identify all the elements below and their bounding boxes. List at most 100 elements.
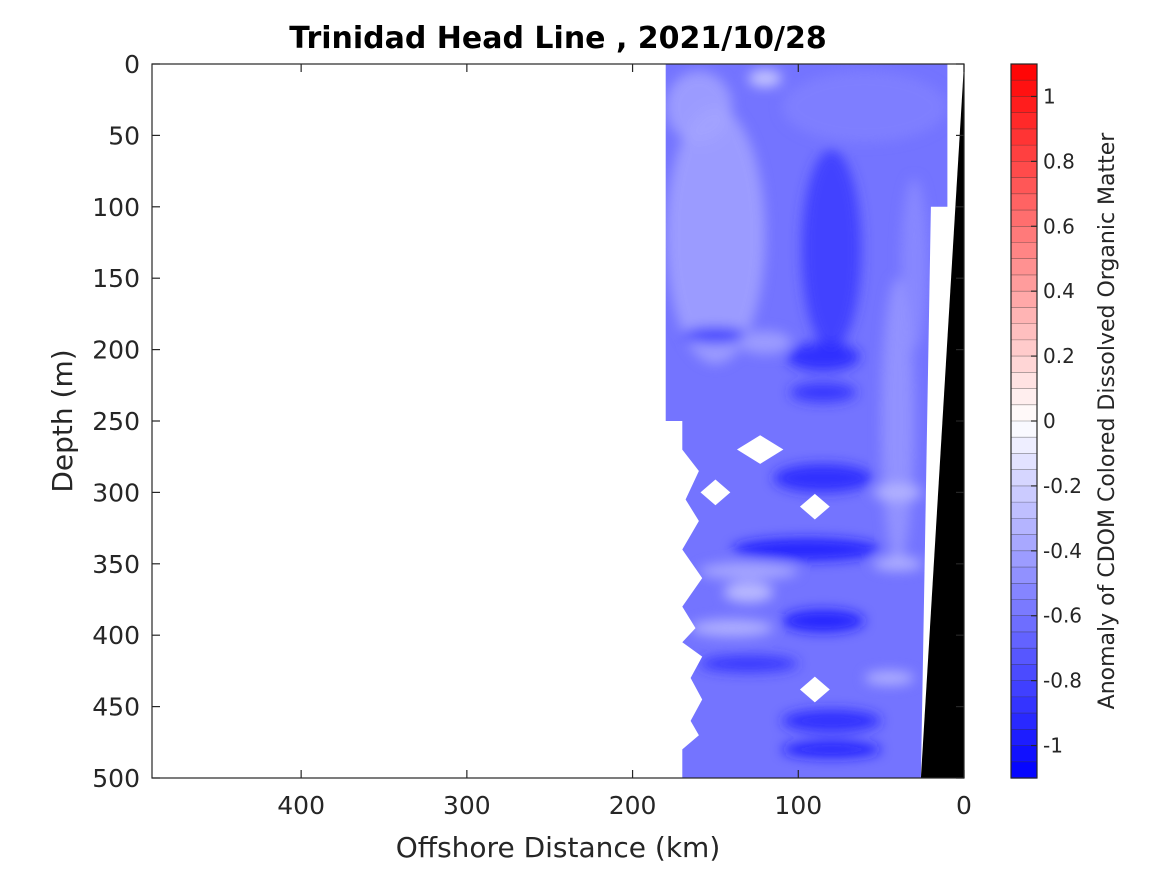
colorbar-tick-label: 1 (1043, 84, 1056, 108)
colorbar-level (1011, 502, 1037, 519)
x-tick-label: 300 (443, 791, 491, 820)
field-blob-6 (881, 278, 915, 564)
x-tick-label: 100 (774, 791, 822, 820)
x-axis: 400 300 200 100 0 (277, 64, 972, 820)
colorbar-level (1011, 437, 1037, 455)
field-blob-16 (781, 609, 865, 633)
colorbar-level (1011, 696, 1037, 714)
y-tick-label: 150 (92, 264, 140, 293)
y-tick-label: 300 (92, 478, 140, 507)
field-blob-21 (872, 556, 923, 571)
colorbar-level (1011, 583, 1037, 601)
colorbar-level (1011, 193, 1037, 211)
field-blob-3 (748, 69, 782, 87)
colorbar-level (1011, 323, 1037, 341)
bathymetry-shape (920, 64, 964, 778)
colorbar-tick-label: -0.8 (1043, 669, 1082, 693)
y-tick-label: 350 (92, 550, 140, 579)
colorbar-level (1011, 291, 1037, 309)
field-blob-12 (732, 538, 882, 561)
colorbar-level (1011, 680, 1037, 698)
y-tick-label: 0 (124, 50, 140, 79)
colorbar-level (1011, 664, 1037, 682)
field-blob-11 (773, 463, 873, 493)
colorbar-level (1011, 274, 1037, 292)
x-axis-label: Offshore Distance (km) (396, 831, 721, 864)
colorbar-tick-label: 0.2 (1043, 344, 1075, 368)
colorbar-level (1011, 128, 1037, 146)
colorbar-label: Anomaly of CDOM Colored Dissolved Organi… (1095, 132, 1120, 710)
field-blob-8 (790, 382, 857, 403)
colorbar-level (1011, 96, 1037, 114)
y-tick-label: 450 (92, 693, 140, 722)
field-blob-17 (781, 709, 882, 733)
colorbar-level (1011, 550, 1037, 568)
colorbar-level (1011, 713, 1037, 730)
colorbar-level (1011, 729, 1037, 747)
field-blob-13 (698, 562, 799, 580)
colorbar-level (1011, 258, 1037, 276)
colorbar-level (1011, 761, 1037, 779)
colorbar-level (1011, 599, 1037, 617)
field-blob-20 (872, 483, 923, 501)
colorbar-tick-label: -1 (1043, 734, 1063, 758)
y-axis-label: Depth (m) (46, 349, 79, 492)
x-tick-label: 0 (956, 791, 972, 820)
colorbar-level (1011, 145, 1037, 162)
colorbar-tick-label: -0.4 (1043, 539, 1082, 563)
field-blob-10 (738, 331, 792, 354)
colorbar-level (1011, 177, 1037, 195)
colorbar-ticks: -1 -0.8 -0.6 -0.4 -0.2 0 0.2 0.4 0.6 0.8 1 (1031, 84, 1082, 758)
colorbar-tick-label: 0.6 (1043, 214, 1075, 238)
field-blob-18 (781, 740, 882, 759)
colorbar-level (1011, 242, 1037, 260)
colorbar-level (1011, 745, 1037, 763)
colorbar-level (1011, 534, 1037, 552)
field-blob-22 (864, 670, 915, 686)
y-tick-label: 200 (92, 336, 140, 365)
colorbar-tick-label: -0.6 (1043, 604, 1082, 628)
colorbar-level (1011, 421, 1037, 438)
colorbar-tick-label: 0.4 (1043, 279, 1075, 303)
field-blob-7 (786, 342, 860, 372)
colorbar-level (1011, 112, 1037, 130)
cdom-field (665, 64, 964, 778)
y-tick-label: 500 (92, 764, 140, 793)
field-blob-9 (682, 326, 749, 344)
field-blob-4 (801, 149, 862, 350)
field-blob-0 (665, 106, 766, 364)
colorbar-level (1011, 485, 1037, 503)
colorbar-level (1011, 307, 1037, 325)
field-blobs (665, 69, 948, 759)
y-axis: 0 50 100 150 200 250 300 350 400 450 500 (92, 50, 964, 793)
colorbar-level (1011, 210, 1037, 227)
y-tick-label: 50 (108, 121, 140, 150)
colorbar-level (1011, 518, 1037, 536)
colorbar-level (1011, 80, 1037, 98)
colorbar-level (1011, 567, 1037, 584)
x-tick-label: 400 (277, 791, 325, 820)
colorbar-tick-label: 0 (1043, 409, 1056, 433)
colorbar-level (1011, 453, 1037, 471)
colorbar-level (1011, 161, 1037, 179)
field-blob-1 (665, 71, 732, 143)
colorbar-level (1011, 388, 1037, 406)
colorbar-level (1011, 372, 1037, 390)
field-blob-2 (781, 71, 948, 143)
colorbar-level (1011, 631, 1037, 649)
field-blob-14 (723, 582, 774, 603)
colorbar-level (1011, 339, 1037, 357)
colorbar-level (1011, 648, 1037, 666)
y-tick-label: 400 (92, 621, 140, 650)
chart-title: Trinidad Head Line , 2021/10/28 (289, 21, 826, 56)
y-tick-label: 250 (92, 407, 140, 436)
x-tick-label: 200 (609, 791, 657, 820)
y-tick-label: 100 (92, 193, 140, 222)
colorbar-level (1011, 469, 1037, 487)
colorbar-level (1011, 615, 1037, 633)
colorbar-tick-label: -0.2 (1043, 474, 1082, 498)
colorbar-level (1011, 226, 1037, 244)
field-blob-19 (698, 655, 799, 673)
colorbar-level (1011, 404, 1037, 422)
